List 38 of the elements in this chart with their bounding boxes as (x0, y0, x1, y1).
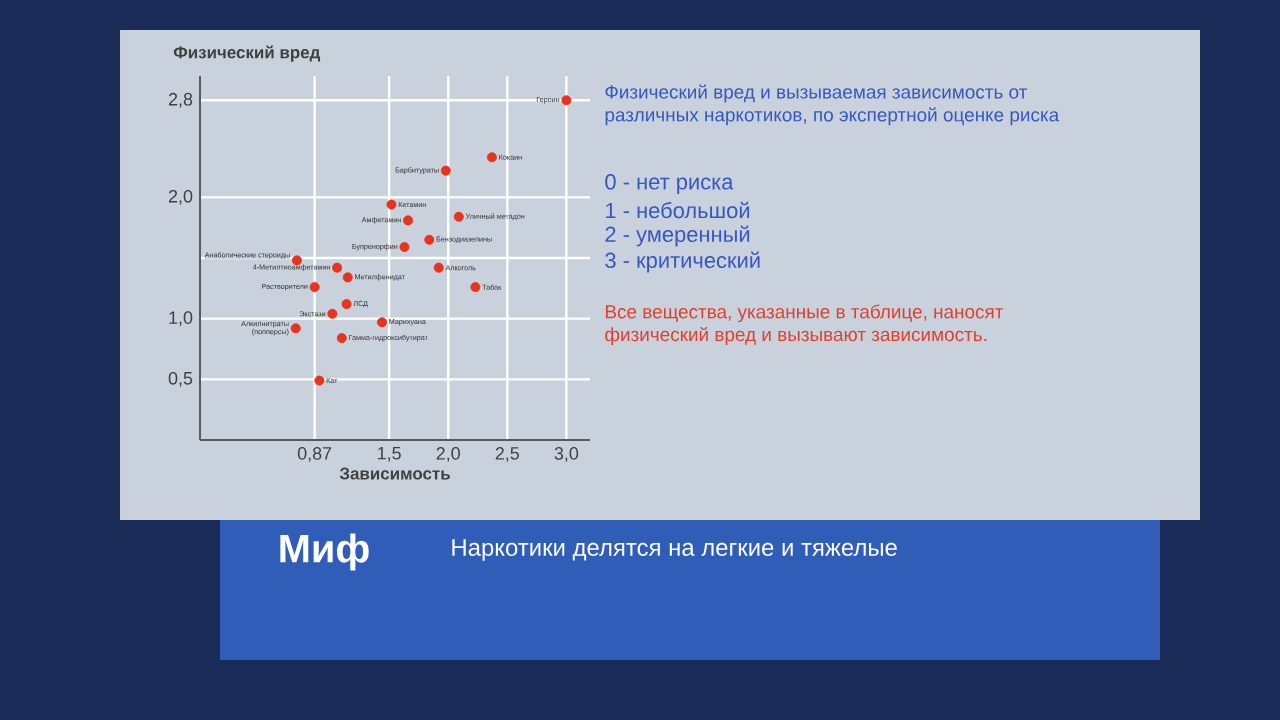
point (336, 333, 347, 344)
point (332, 262, 343, 273)
y-tick-label: 2,0 (168, 189, 193, 205)
point (453, 211, 464, 222)
point (440, 165, 451, 176)
text: Наркотики делятся на легкие и тяжелые (452, 539, 897, 561)
text: Миф (280, 533, 369, 571)
point (433, 262, 444, 273)
point (403, 215, 413, 226)
point (399, 242, 410, 253)
text: 1 - небольшой (606, 201, 750, 219)
point (486, 152, 497, 163)
point (314, 375, 325, 386)
y-axis-title: Физический вред (173, 45, 321, 62)
point (561, 95, 572, 106)
point (290, 323, 301, 334)
y-tick-label: 2,8 (168, 92, 193, 108)
text: Физический вред и вызываемая зависимость от различных наркотиков, по экспертной оценке риска (605, 84, 1060, 126)
text: Все вещества, указанные в таблице, наносят физический вред и вызывают зависимость. (605, 304, 1004, 345)
point (342, 272, 353, 283)
text: 0 - нет риска (605, 174, 734, 194)
point (424, 234, 435, 245)
x-tick-label: 2,0 (436, 447, 460, 462)
x-tick-label: 2,5 (495, 447, 519, 462)
point (341, 299, 352, 310)
point (377, 317, 387, 328)
point (386, 199, 397, 210)
x-tick-label: 1,5 (378, 447, 401, 462)
point (309, 282, 320, 293)
text: 2 - умеренный (605, 225, 750, 247)
point (327, 308, 338, 319)
y-tick-label: 0,5 (168, 371, 193, 387)
text: 3 - критический (605, 251, 760, 273)
x-tick-label: 0,87 (297, 447, 332, 462)
point (470, 282, 481, 293)
x-tick-label: 3,0 (554, 447, 579, 462)
x-axis-title: Зависимость (339, 467, 450, 480)
y-tick-label: 1,0 (169, 311, 193, 327)
